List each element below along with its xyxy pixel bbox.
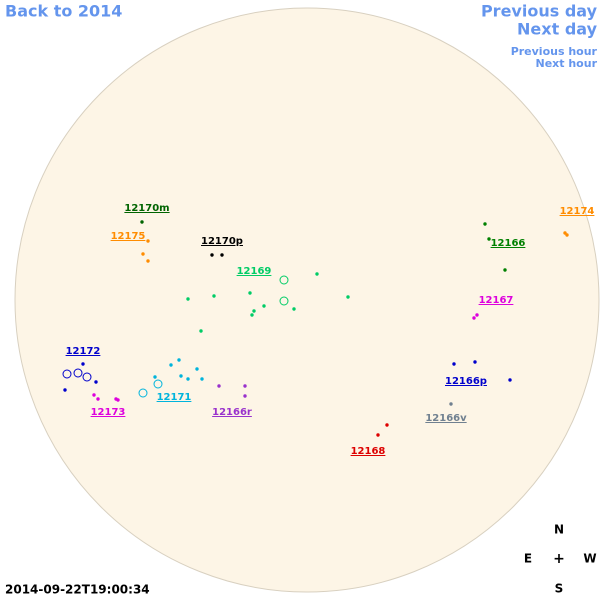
- sunspot: [483, 222, 487, 226]
- region-label[interactable]: 12166p: [445, 376, 487, 387]
- sunspot: [243, 394, 247, 398]
- compass-west: W: [583, 552, 596, 566]
- next-hour-link[interactable]: Next hour: [536, 57, 598, 70]
- sunspot: [346, 295, 350, 299]
- sunspot: [138, 388, 148, 398]
- sunspot: [153, 379, 163, 389]
- sunspot: [94, 380, 98, 384]
- sunspot: [487, 237, 491, 241]
- region-label[interactable]: 12173: [91, 407, 126, 418]
- sunspot: [146, 259, 150, 263]
- sunspot: [96, 397, 100, 401]
- region-label[interactable]: 12174: [560, 206, 595, 217]
- sunspot: [200, 377, 204, 381]
- back-link[interactable]: Back to 2014: [5, 2, 122, 21]
- region-label[interactable]: 12171: [157, 392, 192, 403]
- sunspot: [92, 393, 96, 397]
- sunspot: [62, 369, 72, 379]
- region-label[interactable]: 12167: [479, 295, 514, 306]
- sunspot: [116, 398, 120, 402]
- sunspot: [177, 358, 181, 362]
- compass-center: +: [553, 551, 565, 567]
- sunspot: [565, 233, 569, 237]
- sunspot: [563, 231, 567, 235]
- sunspot: [250, 313, 254, 317]
- sunspot: [475, 313, 479, 317]
- compass-south: S: [555, 582, 564, 596]
- next-day-link[interactable]: Next day: [517, 20, 598, 39]
- region-label[interactable]: 12169: [237, 266, 272, 277]
- sunspot: [220, 253, 224, 257]
- compass-east: E: [524, 552, 532, 566]
- region-label[interactable]: 12172: [66, 346, 101, 357]
- sunspot: [279, 275, 289, 285]
- sunspot: [243, 384, 247, 388]
- sunspot: [199, 329, 203, 333]
- sunspot: [262, 304, 266, 308]
- sunspot: [212, 294, 216, 298]
- timestamp: 2014-09-22T19:00:34: [5, 583, 150, 597]
- sunspot: [279, 296, 289, 306]
- region-label[interactable]: 12166: [491, 238, 526, 249]
- sunspot: [146, 239, 150, 243]
- region-label[interactable]: 12166v: [425, 413, 467, 424]
- sunspot: [210, 253, 214, 257]
- sunspot: [82, 372, 92, 382]
- sunspot: [179, 374, 183, 378]
- previous-day-link[interactable]: Previous day: [481, 2, 598, 21]
- sunspot: [195, 367, 199, 371]
- region-label[interactable]: 12166r: [212, 407, 252, 418]
- compass-north: N: [554, 523, 564, 537]
- sunspot: [472, 316, 476, 320]
- previous-hour-link[interactable]: Previous hour: [511, 45, 598, 58]
- sunspot: [248, 291, 252, 295]
- sunspot: [473, 360, 477, 364]
- sunspot: [140, 220, 144, 224]
- sunspot: [376, 433, 380, 437]
- sunspot: [186, 297, 190, 301]
- sunspot: [63, 388, 67, 392]
- sunspot: [385, 423, 389, 427]
- sunspot: [153, 375, 157, 379]
- sunspot: [452, 362, 456, 366]
- sunspot: [81, 362, 85, 366]
- sunspot: [217, 384, 221, 388]
- sunspot: [252, 309, 256, 313]
- sunspot: [315, 272, 319, 276]
- sunspot: [508, 378, 512, 382]
- sunspot: [73, 368, 83, 378]
- region-label[interactable]: 12175: [111, 231, 146, 242]
- sunspot: [503, 268, 507, 272]
- sunspot: [169, 363, 173, 367]
- sunspot: [186, 377, 190, 381]
- region-label[interactable]: 12170m: [124, 203, 169, 214]
- sunspot: [141, 252, 145, 256]
- region-label[interactable]: 12168: [351, 446, 386, 457]
- solar-disc: [14, 7, 600, 593]
- sunspot: [292, 307, 296, 311]
- sunspot: [449, 402, 453, 406]
- region-label[interactable]: 12170p: [201, 236, 243, 247]
